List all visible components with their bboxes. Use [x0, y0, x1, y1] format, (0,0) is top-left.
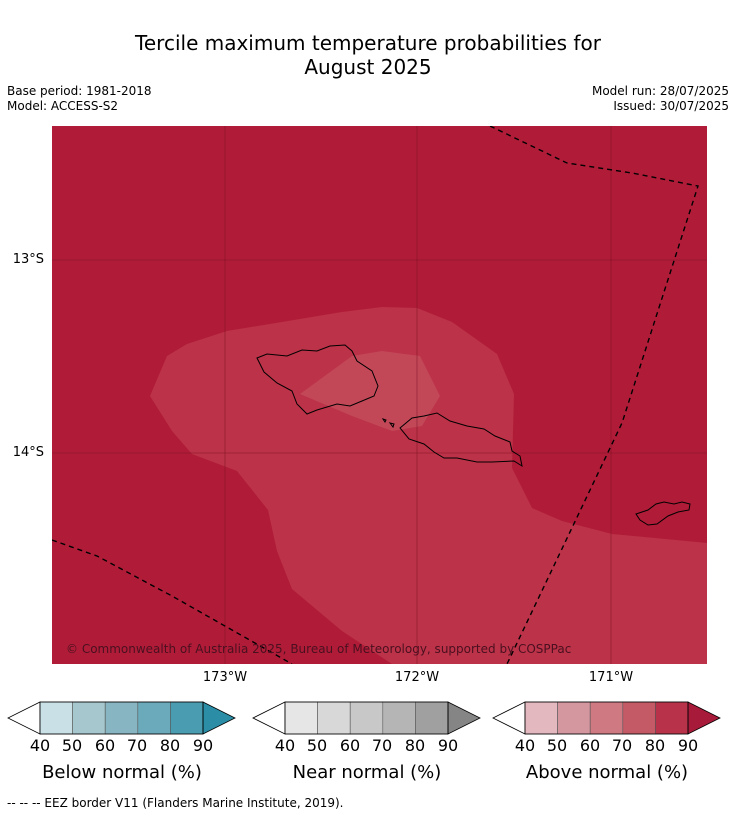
- title-line-1: Tercile maximum temperature probabilitie…: [135, 31, 601, 55]
- tick-label: 50: [306, 736, 328, 755]
- colorbar-under-triangle: [252, 701, 286, 735]
- base-period: Base period: 1981-2018: [7, 84, 152, 98]
- tick-label: 50: [61, 736, 83, 755]
- colorbar-near: [252, 701, 481, 735]
- lon-label-173w: 173°W: [202, 670, 248, 685]
- colorbar-swatch: [655, 701, 689, 735]
- meta-right: Model run: 28/07/2025 Issued: 30/07/2025: [592, 84, 729, 114]
- colorbar-swatch: [170, 701, 204, 735]
- colorbar-near-swatches: [252, 701, 481, 735]
- colorbar-swatch: [524, 701, 558, 735]
- colorbar-swatch: [137, 701, 171, 735]
- tick-label: 40: [29, 736, 51, 755]
- tick-label: 60: [94, 736, 116, 755]
- tick-label: 80: [404, 736, 426, 755]
- eez-footnote: -- -- -- EEZ border V11 (Flanders Marine…: [7, 796, 344, 810]
- colorbar-above: [492, 701, 721, 735]
- tick-label: 80: [159, 736, 181, 755]
- lon-label-172w: 172°W: [394, 670, 440, 685]
- tick-label: 60: [339, 736, 361, 755]
- colorbar-swatch: [622, 701, 656, 735]
- colorbar-outline: [524, 701, 689, 735]
- colorbar-swatch: [349, 701, 384, 735]
- colorbar-over-triangle: [202, 701, 236, 735]
- eez-border: [52, 126, 699, 664]
- tick-label: 60: [579, 736, 601, 755]
- tick-label: 90: [677, 736, 699, 755]
- colorbar-near-title: Near normal (%): [292, 762, 442, 783]
- map-title: Tercile maximum temperature probabilitie…: [0, 31, 736, 79]
- model-name: Model: ACCESS-S2: [7, 99, 119, 113]
- lat-label-14s: 14°S: [12, 445, 44, 460]
- tick-label: 40: [514, 736, 536, 755]
- colorbar-swatch: [72, 701, 106, 735]
- tick-label: 40: [274, 736, 296, 755]
- copyright-text: © Commonwealth of Australia 2025, Bureau…: [66, 642, 571, 656]
- colorbar-below-swatches: [7, 701, 236, 735]
- colorbar-over-triangle: [447, 701, 481, 735]
- colorbar-under-triangle: [7, 701, 41, 735]
- issued-date: Issued: 30/07/2025: [613, 99, 729, 113]
- meta-left: Base period: 1981-2018 Model: ACCESS-S2: [7, 84, 152, 114]
- probability-zone-80: [150, 307, 707, 664]
- colorbar-swatch: [104, 701, 139, 735]
- island-manono: [381, 418, 387, 423]
- island-upolu: [399, 412, 523, 468]
- island-apolima: [388, 422, 395, 429]
- colorbar-swatch: [317, 701, 351, 735]
- island-savaii: [256, 344, 379, 415]
- tick-label: 80: [644, 736, 666, 755]
- tick-label: 90: [437, 736, 459, 755]
- colorbar-above-swatches: [492, 701, 721, 735]
- graticule: [52, 126, 707, 664]
- colorbar-under-triangle: [492, 701, 526, 735]
- lon-label-171w: 171°W: [588, 670, 634, 685]
- colorbar-below-title: Below normal (%): [42, 762, 202, 783]
- tick-label: 70: [611, 736, 633, 755]
- colorbar-below: [7, 701, 236, 735]
- colorbar-outline: [39, 701, 204, 735]
- colorbar-swatch: [39, 701, 73, 735]
- tick-label: 70: [126, 736, 148, 755]
- colorbar-swatch: [284, 701, 318, 735]
- colorbar-over-triangle: [687, 701, 721, 735]
- colorbar-swatch: [415, 701, 449, 735]
- islands: [256, 344, 691, 526]
- title-line-2: August 2025: [304, 55, 432, 79]
- model-run: Model run: 28/07/2025: [591, 84, 729, 98]
- probability-map: © Commonwealth of Australia 2025, Bureau…: [52, 126, 707, 664]
- colorbar-swatch: [382, 701, 416, 735]
- tick-label: 90: [192, 736, 214, 755]
- tick-label: 50: [546, 736, 568, 755]
- colorbar-above-title: Above normal (%): [525, 762, 689, 783]
- colorbar-swatch: [589, 701, 624, 735]
- probability-zone-70: [300, 351, 440, 431]
- island-tutuila: [635, 501, 691, 526]
- tick-label: 70: [371, 736, 393, 755]
- lat-label-13s: 13°S: [12, 252, 44, 267]
- colorbar-swatch: [557, 701, 591, 735]
- colorbar-outline: [284, 701, 449, 735]
